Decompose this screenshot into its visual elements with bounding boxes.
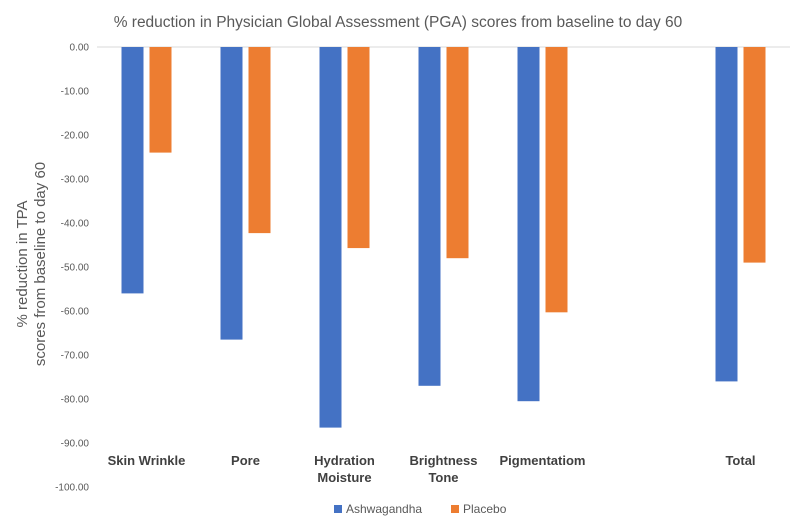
category-label: Pore (231, 453, 260, 468)
bar-placebo (446, 47, 469, 259)
y-axis-label: % reduction in TPAscores from baseline t… (14, 162, 49, 366)
legend-swatch-ashwagandha (334, 505, 342, 513)
y-tick-label: -90.00 (61, 439, 90, 450)
bar-ashwagandha (319, 47, 342, 428)
y-tick-label: -20.00 (61, 131, 90, 142)
bar-ashwagandha (517, 47, 540, 402)
chart-title: % reduction in Physician Global Assessme… (114, 14, 683, 31)
category-label: Brightness Tone (410, 453, 478, 485)
bar-placebo (248, 47, 271, 234)
category-label: Hydration Moisture (314, 453, 375, 485)
bars (121, 47, 766, 428)
legend-label-placebo: Placebo (463, 502, 507, 516)
y-axis-label-line: scores from baseline to day 60 (32, 162, 49, 366)
y-tick-label: -70.00 (61, 351, 90, 362)
legend-swatch-placebo (451, 505, 459, 513)
y-tick-label: -60.00 (61, 307, 90, 318)
y-tick-label: -80.00 (61, 395, 90, 406)
bar-ashwagandha (418, 47, 441, 386)
category-labels: Skin Wrinkle Pore Hydration Moisture Brightn… (108, 453, 756, 485)
y-tick-label: -30.00 (61, 175, 90, 186)
legend: Ashwagandha Placebo (334, 502, 507, 516)
bar-ashwagandha (715, 47, 738, 382)
y-axis-ticks: 0.00 -10.00 -20.00 -30.00 -40.00 -50.00 -60.00… (55, 43, 89, 494)
y-tick-label: 0.00 (70, 43, 90, 54)
y-tick-label: -40.00 (61, 219, 90, 230)
bar-placebo (149, 47, 172, 153)
category-label: Pigmentatiom (500, 453, 586, 468)
y-axis-label-line: % reduction in TPA (14, 200, 31, 327)
y-tick-label: -10.00 (61, 87, 90, 98)
bar-placebo (347, 47, 370, 249)
y-tick-label: -100.00 (55, 483, 89, 494)
bar-placebo (545, 47, 568, 313)
y-tick-label: -50.00 (61, 263, 90, 274)
bar-ashwagandha (121, 47, 144, 294)
bar-placebo (743, 47, 766, 263)
legend-label-ashwagandha: Ashwagandha (346, 502, 422, 516)
bar-ashwagandha (220, 47, 243, 340)
category-label: Total (725, 453, 755, 468)
category-label: Skin Wrinkle (108, 453, 186, 468)
